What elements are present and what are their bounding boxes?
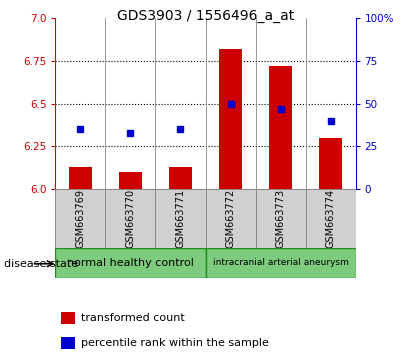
Text: percentile rank within the sample: percentile rank within the sample: [81, 338, 269, 348]
Bar: [119, 172, 142, 189]
Text: GSM663769: GSM663769: [76, 189, 85, 248]
Bar: [305, 189, 356, 248]
Bar: [219, 48, 242, 189]
Bar: [256, 189, 305, 248]
Text: GSM663774: GSM663774: [326, 189, 335, 248]
Text: disease state: disease state: [4, 259, 78, 269]
Text: transformed count: transformed count: [81, 313, 185, 323]
Bar: [319, 138, 342, 189]
Text: GSM663770: GSM663770: [125, 189, 136, 248]
Bar: [55, 248, 206, 278]
Bar: [69, 167, 92, 189]
Bar: [155, 189, 206, 248]
Bar: [169, 167, 192, 189]
Bar: [106, 189, 155, 248]
Text: GSM663771: GSM663771: [175, 189, 185, 248]
Bar: [62, 313, 75, 324]
Text: normal healthy control: normal healthy control: [67, 258, 194, 268]
Bar: [55, 189, 106, 248]
Text: GDS3903 / 1556496_a_at: GDS3903 / 1556496_a_at: [117, 9, 294, 23]
Bar: [62, 337, 75, 349]
Bar: [206, 189, 256, 248]
Text: GSM663773: GSM663773: [275, 189, 286, 248]
Text: GSM663772: GSM663772: [226, 189, 236, 248]
Text: intracranial arterial aneurysm: intracranial arterial aneurysm: [212, 258, 349, 267]
Bar: [269, 66, 292, 189]
Bar: [206, 248, 356, 278]
